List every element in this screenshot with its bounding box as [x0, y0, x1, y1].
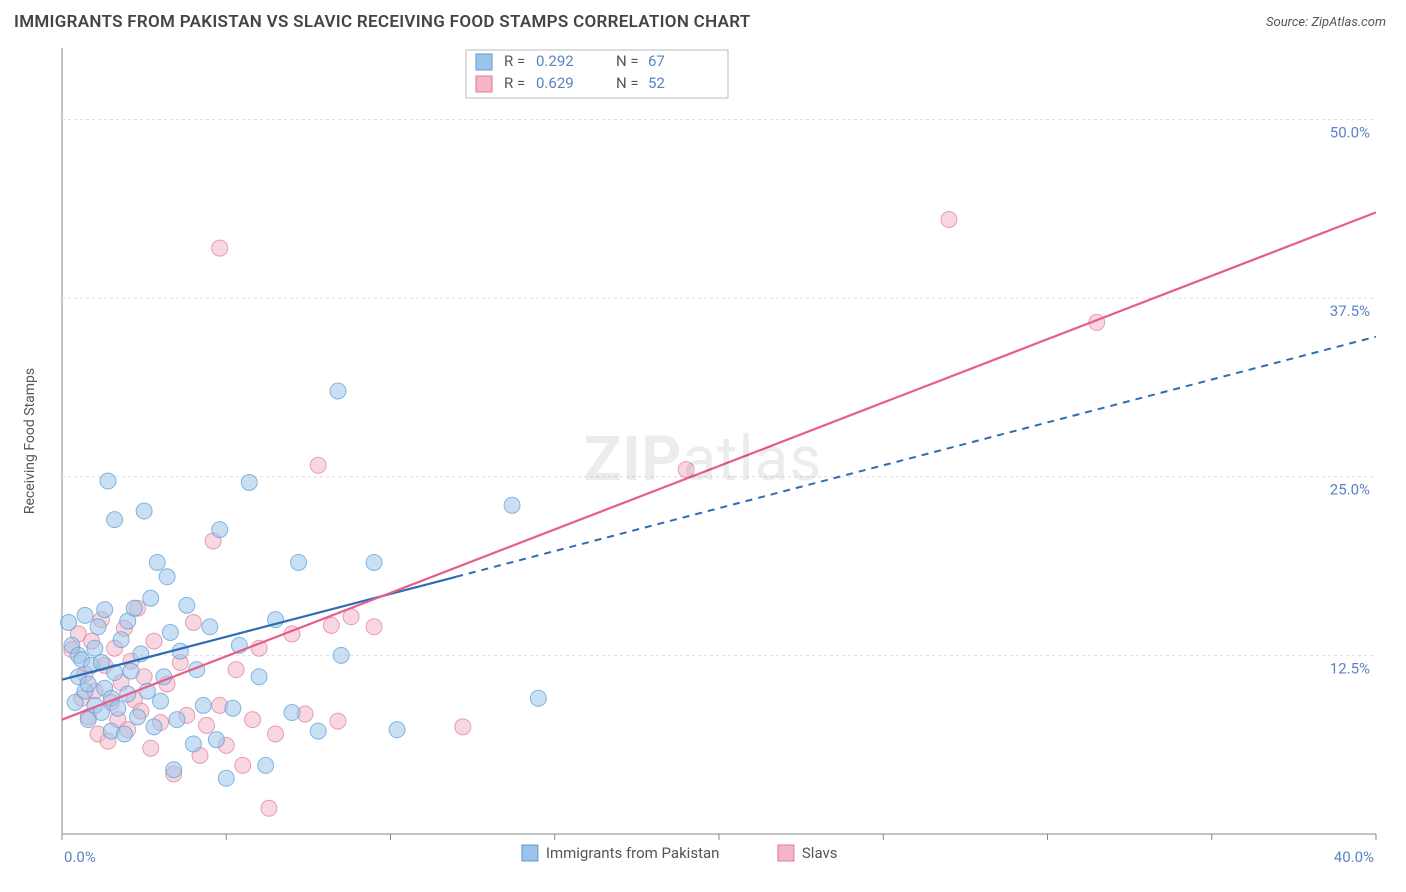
scatter-point	[159, 569, 175, 585]
scatter-point	[199, 717, 215, 733]
scatter-point	[185, 614, 201, 630]
scatter-point	[323, 617, 339, 633]
scatter-point	[110, 700, 126, 716]
trend-line-blue-dashed	[456, 337, 1376, 577]
legend-series-label: Slavs	[802, 844, 838, 862]
scatter-point	[389, 722, 405, 738]
scatter-point	[126, 600, 142, 616]
scatter-point	[504, 497, 520, 513]
scatter-point	[941, 211, 957, 227]
scatter-point	[268, 726, 284, 742]
scatter-point	[136, 503, 152, 519]
scatter-point	[251, 669, 267, 685]
y-grid-label: 25.0%	[1330, 481, 1370, 499]
y-axis-label: Receiving Food Stamps	[22, 368, 38, 514]
scatter-point	[530, 690, 546, 706]
legend-n-label: N =	[616, 52, 639, 70]
scatter-point	[330, 383, 346, 399]
scatter-point	[291, 554, 307, 570]
x-axis-max-label: 40.0%	[1334, 848, 1374, 866]
source-prefix: Source:	[1266, 15, 1311, 30]
scatter-point	[123, 663, 139, 679]
scatter-point	[245, 712, 261, 728]
legend-n-value: 52	[648, 74, 665, 92]
scatter-point	[185, 736, 201, 752]
scatter-point	[241, 474, 257, 490]
scatter-point	[77, 607, 93, 623]
legend-swatch	[476, 54, 492, 70]
scatter-point	[153, 693, 169, 709]
scatter-point	[284, 705, 300, 721]
scatter-point	[212, 522, 228, 538]
scatter-point	[258, 757, 274, 773]
legend-series-label: Immigrants from Pakistan	[546, 844, 720, 862]
page-title: IMMIGRANTS FROM PAKISTAN VS SLAVIC RECEI…	[14, 12, 751, 32]
y-grid-label: 12.5%	[1330, 659, 1370, 677]
scatter-point	[261, 800, 277, 816]
scatter-point	[90, 619, 106, 635]
legend-swatch	[476, 76, 492, 92]
scatter-point	[107, 512, 123, 528]
scatter-point	[225, 700, 241, 716]
scatter-point	[212, 240, 228, 256]
scatter-point	[130, 709, 146, 725]
scatter-point	[97, 602, 113, 618]
scatter-point	[169, 712, 185, 728]
scatter-point	[149, 554, 165, 570]
scatter-point	[87, 640, 103, 656]
scatter-point	[678, 462, 694, 478]
scatter-point	[179, 597, 195, 613]
scatter-point	[116, 726, 132, 742]
scatter-point	[143, 740, 159, 756]
scatter-point	[235, 757, 251, 773]
legend-swatch	[522, 845, 538, 861]
scatter-point	[366, 554, 382, 570]
scatter-point	[330, 713, 346, 729]
legend-n-value: 67	[648, 52, 665, 70]
scatter-point	[80, 676, 96, 692]
y-grid-label: 50.0%	[1330, 123, 1370, 141]
scatter-point	[218, 770, 234, 786]
chart-svg: 12.5% 25.0% 37.5% 50.0% Receiving Food Stamp…	[14, 44, 1392, 882]
source-citation: Source: ZipAtlas.com	[1266, 15, 1386, 30]
x-axis-min-label: 0.0%	[64, 848, 96, 866]
scatter-point	[61, 614, 77, 630]
scatter-point	[228, 662, 244, 678]
scatter-point	[366, 619, 382, 635]
scatter-point	[143, 590, 159, 606]
scatter-point	[208, 732, 224, 748]
scatter-point	[100, 473, 116, 489]
correlation-chart: ZIPatlas 12.5%25.0%37.5%50.0%Receiving F…	[14, 44, 1392, 882]
legend-r-label: R =	[504, 74, 525, 92]
scatter-point	[162, 624, 178, 640]
scatter-point	[146, 719, 162, 735]
scatter-point	[455, 719, 471, 735]
y-grid-label: 37.5%	[1330, 302, 1370, 320]
scatter-point	[202, 619, 218, 635]
legend-r-value: 0.629	[536, 74, 574, 92]
legend-swatch	[778, 845, 794, 861]
scatter-point	[113, 632, 129, 648]
legend-n-label: N =	[616, 74, 639, 92]
legend-r-label: R =	[504, 52, 525, 70]
scatter-point	[166, 762, 182, 778]
scatter-point	[310, 723, 326, 739]
scatter-point	[146, 633, 162, 649]
scatter-point	[195, 697, 211, 713]
scatter-point	[333, 647, 349, 663]
trend-line-pink	[62, 212, 1376, 719]
source-name: ZipAtlas.com	[1311, 15, 1386, 30]
scatter-point	[310, 457, 326, 473]
legend-r-value: 0.292	[536, 52, 574, 70]
